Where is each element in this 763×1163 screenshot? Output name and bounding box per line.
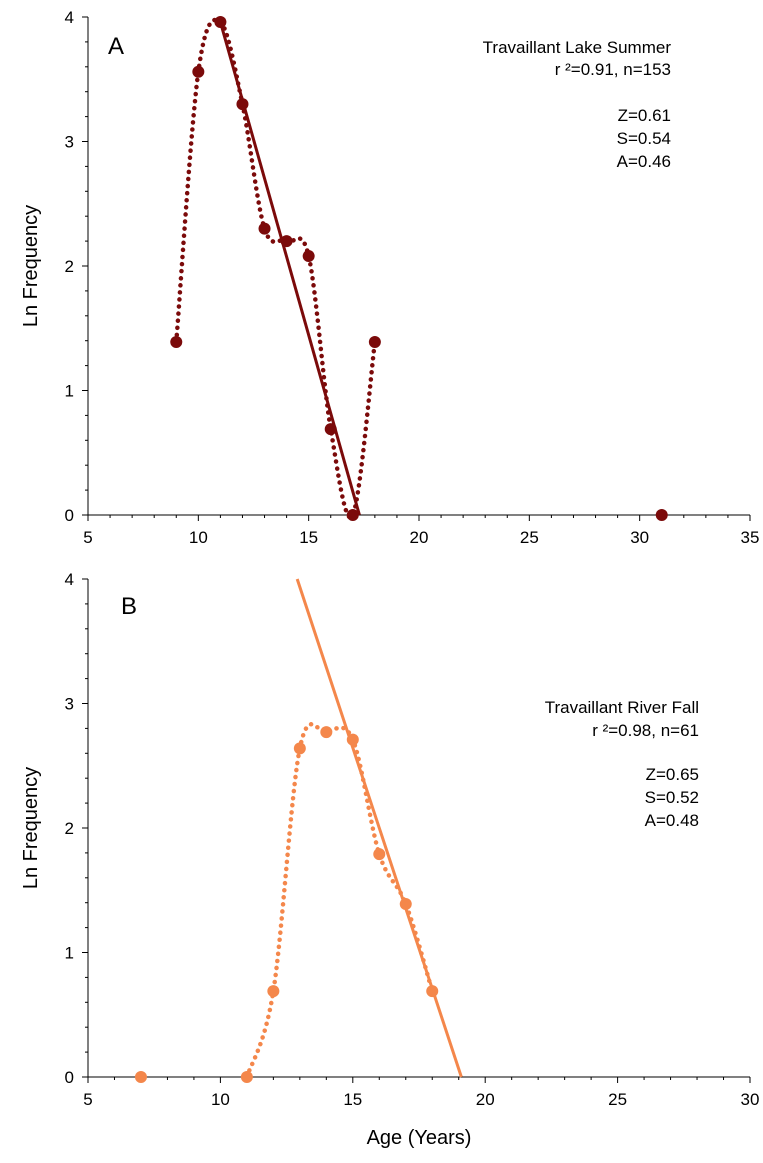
panel-a-data-point	[170, 335, 183, 348]
panel-a-dotted-series-line	[174, 17, 378, 520]
panel-b-x-tick-label: 25	[608, 1090, 627, 1109]
panel-b-marks	[134, 578, 463, 1083]
panel-b-data-point	[320, 726, 333, 739]
panel-a-x-tick-label: 35	[741, 528, 760, 547]
panel-b-ticks: 5 10 15 20 25 30 0 1 2 3 4	[65, 570, 760, 1109]
panel-a-marks	[170, 15, 668, 521]
panel-a: 5 10 15 20 25 30 35 0 1 2 3 4 A Ln Frequency Travai…	[20, 8, 759, 547]
panel-b-data-point	[373, 848, 386, 861]
panel-a-data-point	[258, 222, 271, 235]
panel-a-fit-stats: r ²=0.91, n=153	[555, 60, 671, 79]
panel-b-x-tick-label: 20	[476, 1090, 495, 1109]
panel-b-y-tick-label: 1	[65, 944, 74, 963]
panel-a-data-point	[324, 423, 337, 436]
panel-a-s-value: S=0.54	[617, 129, 671, 148]
panel-b-x-tick-label: 10	[211, 1090, 230, 1109]
panel-b-z-value: Z=0.65	[646, 765, 699, 784]
panel-a-data-point	[192, 65, 205, 78]
panel-b-y-tick-label: 3	[65, 695, 74, 714]
panel-a-y-axis-title: Ln Frequency	[20, 205, 42, 327]
panel-b-data-point	[267, 985, 280, 998]
panel-a-x-tick-label: 25	[520, 528, 539, 547]
panel-b-y-tick-label: 2	[65, 819, 74, 838]
panel-b-y-tick-label: 4	[65, 570, 74, 589]
panel-a-x-tick-label: 20	[410, 528, 429, 547]
panel-a-site-name: Travaillant Lake Summer	[483, 38, 672, 57]
panel-a-z-value: Z=0.61	[618, 106, 671, 125]
panel-b-data-point	[134, 1071, 147, 1083]
panel-a-x-tick-label: 10	[189, 528, 208, 547]
panel-b-x-tick-label: 15	[343, 1090, 362, 1109]
panel-a-y-tick-label: 2	[65, 257, 74, 276]
panel-a-data-point	[236, 98, 249, 111]
panel-a-y-tick-label: 3	[65, 133, 74, 152]
panel-b-data-point	[346, 733, 359, 746]
panel-b-x-tick-label: 30	[741, 1090, 760, 1109]
panel-b-data-point	[399, 897, 412, 910]
panel-a-data-point	[346, 509, 359, 521]
panel-a-x-tick-label: 15	[299, 528, 318, 547]
panel-a-letter: A	[108, 33, 124, 60]
panel-b-letter: B	[121, 593, 137, 620]
panel-b: 5 10 15 20 25 30 0 1 2 3 4 B Ln Frequency Age (Yea…	[20, 570, 759, 1149]
panel-a-a-value: A=0.46	[617, 152, 671, 171]
panel-a-data-point	[368, 335, 381, 348]
panel-b-s-value: S=0.52	[645, 788, 699, 807]
panel-a-y-tick-label: 4	[65, 8, 74, 27]
panel-b-data-point	[293, 742, 306, 755]
panel-b-regression-line	[295, 578, 463, 1078]
panel-a-x-tick-label: 30	[630, 528, 649, 547]
panel-b-data-point	[426, 985, 439, 998]
panel-b-y-tick-label: 0	[65, 1068, 74, 1087]
panel-a-data-point	[214, 15, 227, 28]
panel-b-y-axis-title: Ln Frequency	[20, 767, 42, 889]
panel-b-a-value: A=0.48	[645, 811, 699, 830]
panel-b-fit-stats: r ²=0.98, n=61	[592, 721, 699, 740]
panel-a-x-tick-label: 5	[83, 528, 92, 547]
panel-a-data-point	[280, 235, 293, 248]
panel-b-site-name: Travaillant River Fall	[545, 698, 699, 717]
panel-b-data-point	[240, 1071, 253, 1083]
panel-a-data-point	[655, 509, 668, 521]
panel-a-ticks: 5 10 15 20 25 30 35 0 1 2 3 4	[65, 8, 760, 547]
panel-a-y-tick-label: 0	[65, 506, 74, 525]
panel-a-y-tick-label: 1	[65, 382, 74, 401]
panel-b-x-axis-title: Age (Years)	[367, 1127, 472, 1149]
panel-a-data-point	[302, 250, 315, 263]
panel-b-x-tick-label: 5	[83, 1090, 92, 1109]
